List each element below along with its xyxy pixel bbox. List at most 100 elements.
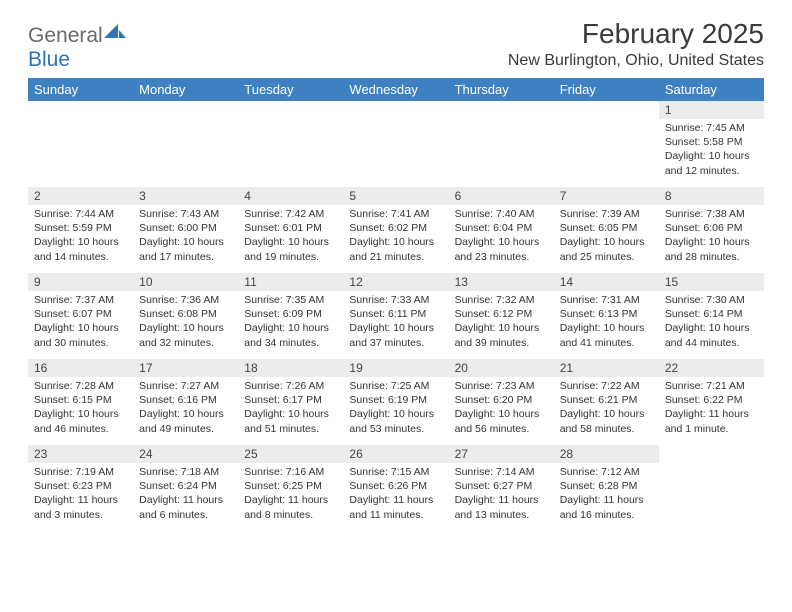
- day-details: Sunrise: 7:45 AMSunset: 5:58 PMDaylight:…: [659, 119, 764, 182]
- sunset-text: Sunset: 6:12 PM: [455, 307, 548, 321]
- day-number: [343, 101, 448, 119]
- day-number: 16: [28, 359, 133, 377]
- weekday-header: Saturday: [659, 78, 764, 101]
- sunrise-text: Sunrise: 7:45 AM: [665, 121, 758, 135]
- calendar-cell: 3Sunrise: 7:43 AMSunset: 6:00 PMDaylight…: [133, 187, 238, 273]
- day-details: Sunrise: 7:41 AMSunset: 6:02 PMDaylight:…: [343, 205, 448, 268]
- calendar-cell: 19Sunrise: 7:25 AMSunset: 6:19 PMDayligh…: [343, 359, 448, 445]
- day-number: [133, 101, 238, 119]
- daylight-text: Daylight: 10 hours and 19 minutes.: [244, 235, 337, 263]
- sunset-text: Sunset: 6:07 PM: [34, 307, 127, 321]
- daylight-text: Daylight: 10 hours and 53 minutes.: [349, 407, 442, 435]
- daylight-text: Daylight: 10 hours and 25 minutes.: [560, 235, 653, 263]
- day-number: 6: [449, 187, 554, 205]
- day-number: 4: [238, 187, 343, 205]
- day-details: Sunrise: 7:27 AMSunset: 6:16 PMDaylight:…: [133, 377, 238, 440]
- daylight-text: Daylight: 10 hours and 39 minutes.: [455, 321, 548, 349]
- weekday-header: Wednesday: [343, 78, 448, 101]
- daylight-text: Daylight: 10 hours and 28 minutes.: [665, 235, 758, 263]
- calendar-cell: 21Sunrise: 7:22 AMSunset: 6:21 PMDayligh…: [554, 359, 659, 445]
- day-details: Sunrise: 7:25 AMSunset: 6:19 PMDaylight:…: [343, 377, 448, 440]
- sunset-text: Sunset: 6:26 PM: [349, 479, 442, 493]
- day-number: 27: [449, 445, 554, 463]
- day-number: [238, 101, 343, 119]
- calendar-cell: 20Sunrise: 7:23 AMSunset: 6:20 PMDayligh…: [449, 359, 554, 445]
- sunrise-text: Sunrise: 7:42 AM: [244, 207, 337, 221]
- sunset-text: Sunset: 6:08 PM: [139, 307, 232, 321]
- daylight-text: Daylight: 11 hours and 6 minutes.: [139, 493, 232, 521]
- sunset-text: Sunset: 6:04 PM: [455, 221, 548, 235]
- sunset-text: Sunset: 6:00 PM: [139, 221, 232, 235]
- sunset-text: Sunset: 6:20 PM: [455, 393, 548, 407]
- day-number: 20: [449, 359, 554, 377]
- sunrise-text: Sunrise: 7:23 AM: [455, 379, 548, 393]
- calendar-cell: 28Sunrise: 7:12 AMSunset: 6:28 PMDayligh…: [554, 445, 659, 531]
- day-details: Sunrise: 7:28 AMSunset: 6:15 PMDaylight:…: [28, 377, 133, 440]
- sunrise-text: Sunrise: 7:40 AM: [455, 207, 548, 221]
- sunrise-text: Sunrise: 7:35 AM: [244, 293, 337, 307]
- weekday-header: Friday: [554, 78, 659, 101]
- sunset-text: Sunset: 6:16 PM: [139, 393, 232, 407]
- sunset-text: Sunset: 6:01 PM: [244, 221, 337, 235]
- calendar-week-row: 1Sunrise: 7:45 AMSunset: 5:58 PMDaylight…: [28, 101, 764, 187]
- sunrise-text: Sunrise: 7:25 AM: [349, 379, 442, 393]
- calendar-cell: 9Sunrise: 7:37 AMSunset: 6:07 PMDaylight…: [28, 273, 133, 359]
- calendar-body: 1Sunrise: 7:45 AMSunset: 5:58 PMDaylight…: [28, 101, 764, 531]
- day-details: Sunrise: 7:42 AMSunset: 6:01 PMDaylight:…: [238, 205, 343, 268]
- daylight-text: Daylight: 10 hours and 41 minutes.: [560, 321, 653, 349]
- day-details: Sunrise: 7:35 AMSunset: 6:09 PMDaylight:…: [238, 291, 343, 354]
- daylight-text: Daylight: 11 hours and 8 minutes.: [244, 493, 337, 521]
- day-number: 8: [659, 187, 764, 205]
- sunrise-text: Sunrise: 7:33 AM: [349, 293, 442, 307]
- day-details: Sunrise: 7:39 AMSunset: 6:05 PMDaylight:…: [554, 205, 659, 268]
- sunset-text: Sunset: 6:17 PM: [244, 393, 337, 407]
- daylight-text: Daylight: 11 hours and 16 minutes.: [560, 493, 653, 521]
- calendar-cell: [659, 445, 764, 531]
- day-details: Sunrise: 7:22 AMSunset: 6:21 PMDaylight:…: [554, 377, 659, 440]
- sunset-text: Sunset: 6:23 PM: [34, 479, 127, 493]
- sunrise-text: Sunrise: 7:28 AM: [34, 379, 127, 393]
- sunrise-text: Sunrise: 7:39 AM: [560, 207, 653, 221]
- calendar-cell: 15Sunrise: 7:30 AMSunset: 6:14 PMDayligh…: [659, 273, 764, 359]
- day-number: 19: [343, 359, 448, 377]
- calendar-cell: [133, 101, 238, 187]
- daylight-text: Daylight: 10 hours and 17 minutes.: [139, 235, 232, 263]
- day-number: 13: [449, 273, 554, 291]
- calendar-cell: [554, 101, 659, 187]
- sunrise-text: Sunrise: 7:19 AM: [34, 465, 127, 479]
- daylight-text: Daylight: 10 hours and 12 minutes.: [665, 149, 758, 177]
- sunrise-text: Sunrise: 7:44 AM: [34, 207, 127, 221]
- sunrise-text: Sunrise: 7:21 AM: [665, 379, 758, 393]
- calendar-cell: 23Sunrise: 7:19 AMSunset: 6:23 PMDayligh…: [28, 445, 133, 531]
- location: New Burlington, Ohio, United States: [508, 52, 764, 70]
- sunset-text: Sunset: 6:05 PM: [560, 221, 653, 235]
- day-details: Sunrise: 7:33 AMSunset: 6:11 PMDaylight:…: [343, 291, 448, 354]
- calendar-cell: [28, 101, 133, 187]
- day-number: 9: [28, 273, 133, 291]
- sunrise-text: Sunrise: 7:36 AM: [139, 293, 232, 307]
- day-number: 7: [554, 187, 659, 205]
- day-details: Sunrise: 7:19 AMSunset: 6:23 PMDaylight:…: [28, 463, 133, 526]
- calendar-cell: 10Sunrise: 7:36 AMSunset: 6:08 PMDayligh…: [133, 273, 238, 359]
- sunset-text: Sunset: 6:02 PM: [349, 221, 442, 235]
- daylight-text: Daylight: 10 hours and 37 minutes.: [349, 321, 442, 349]
- day-number: [449, 101, 554, 119]
- calendar-cell: 12Sunrise: 7:33 AMSunset: 6:11 PMDayligh…: [343, 273, 448, 359]
- calendar-table: SundayMondayTuesdayWednesdayThursdayFrid…: [28, 78, 764, 531]
- calendar-cell: 18Sunrise: 7:26 AMSunset: 6:17 PMDayligh…: [238, 359, 343, 445]
- sunrise-text: Sunrise: 7:38 AM: [665, 207, 758, 221]
- sunset-text: Sunset: 6:13 PM: [560, 307, 653, 321]
- sunset-text: Sunset: 6:28 PM: [560, 479, 653, 493]
- daylight-text: Daylight: 10 hours and 46 minutes.: [34, 407, 127, 435]
- weekday-header: Sunday: [28, 78, 133, 101]
- sunrise-text: Sunrise: 7:31 AM: [560, 293, 653, 307]
- daylight-text: Daylight: 10 hours and 44 minutes.: [665, 321, 758, 349]
- sail-icon: [104, 25, 126, 42]
- day-details: Sunrise: 7:31 AMSunset: 6:13 PMDaylight:…: [554, 291, 659, 354]
- sunrise-text: Sunrise: 7:37 AM: [34, 293, 127, 307]
- daylight-text: Daylight: 10 hours and 32 minutes.: [139, 321, 232, 349]
- calendar-week-row: 23Sunrise: 7:19 AMSunset: 6:23 PMDayligh…: [28, 445, 764, 531]
- day-details: Sunrise: 7:26 AMSunset: 6:17 PMDaylight:…: [238, 377, 343, 440]
- day-details: Sunrise: 7:12 AMSunset: 6:28 PMDaylight:…: [554, 463, 659, 526]
- calendar-cell: 26Sunrise: 7:15 AMSunset: 6:26 PMDayligh…: [343, 445, 448, 531]
